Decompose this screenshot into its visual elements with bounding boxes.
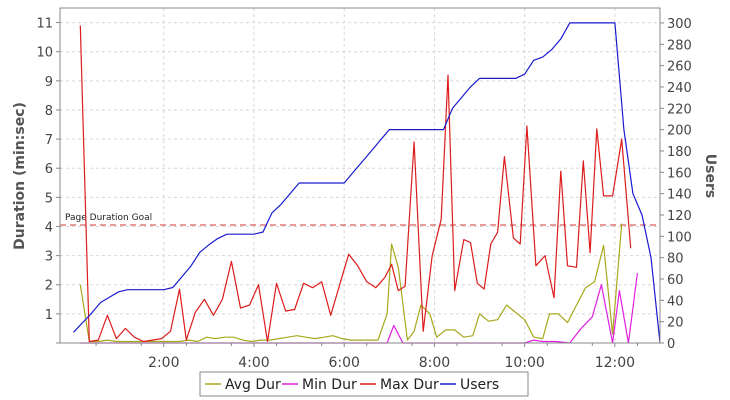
legend-label: Min Dur (302, 377, 357, 393)
left-tick-label: 11 (36, 17, 53, 32)
right-tick-label: 160 (667, 166, 692, 181)
right-tick-label: 240 (667, 81, 692, 96)
goal-line-label: Page Duration Goal (65, 213, 152, 223)
right-tick-label: 140 (667, 188, 692, 203)
right-tick-label: 180 (667, 145, 692, 160)
x-tick-label: 6:00 (328, 355, 359, 371)
legend-label: Max Dur (380, 377, 439, 393)
legend-label: Avg Dur (225, 377, 281, 393)
right-tick-label: 280 (667, 38, 692, 53)
y-axis-label-right: Users (702, 154, 718, 198)
right-tick-label: 0 (667, 337, 675, 352)
left-tick-label: 5 (45, 191, 53, 206)
right-tick-label: 40 (667, 294, 684, 309)
series-line-max-dur (79, 25, 632, 343)
left-tick-label: 2 (45, 279, 53, 294)
right-tick-label: 260 (667, 60, 692, 75)
plot-border (59, 7, 661, 344)
right-tick-label: 20 (667, 316, 684, 331)
left-tick-label: 7 (45, 133, 53, 148)
series-line-avg-dur (79, 223, 623, 343)
goal-line-group: Page Duration Goal (60, 213, 660, 226)
x-tick-label: 8:00 (419, 355, 450, 371)
right-tick-label: 300 (667, 17, 692, 32)
right-tick-label: 60 (667, 273, 684, 288)
x-axis-ticks: 2:00 4:00 6:00 8:00 10:00 12:00 (95, 343, 638, 371)
y-axis-label-left: Duration (min:sec) (12, 102, 28, 250)
left-tick-label: 1 (45, 308, 53, 323)
right-tick-label: 80 (667, 252, 684, 267)
left-tick-label: 10 (36, 46, 53, 61)
left-tick-label: 8 (45, 104, 53, 119)
plot-area (60, 8, 660, 343)
x-tick-label: 4:00 (238, 355, 269, 371)
left-tick-label: 4 (45, 220, 53, 235)
series-line-users (73, 22, 661, 344)
grid (60, 8, 660, 343)
left-tick-label: 9 (45, 75, 53, 90)
legend: Avg Dur Min Dur Max Dur Users (199, 371, 529, 397)
legend-label: Users (460, 377, 499, 393)
left-tick-label: 6 (45, 162, 53, 177)
right-tick-label: 220 (667, 102, 692, 117)
x-tick-label: 12:00 (595, 355, 635, 371)
right-axis-ticks: 0 20 40 60 80 100 120 140 160 180 200 220 240 260 280 3… (660, 17, 692, 352)
x-tick-label: 2:00 (148, 355, 179, 371)
right-tick-label: 100 (667, 230, 692, 245)
right-tick-label: 120 (667, 209, 692, 224)
x-tick-label: 10:00 (504, 355, 544, 371)
left-tick-label: 3 (45, 250, 53, 265)
right-tick-label: 200 (667, 124, 692, 139)
left-axis-ticks: 1 2 3 4 5 6 7 8 9 10 11 (36, 17, 60, 344)
